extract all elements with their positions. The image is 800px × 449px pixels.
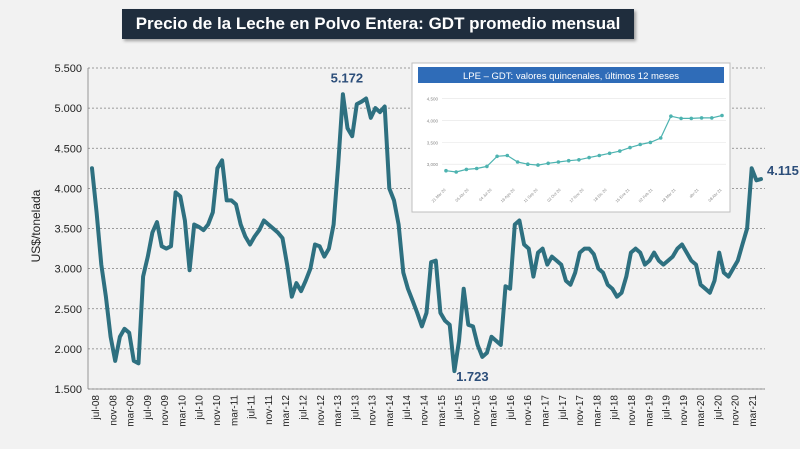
inset-point	[505, 153, 510, 158]
y-tick-label: 4.500	[54, 143, 82, 155]
x-tick-label: nov-11	[264, 395, 275, 425]
y-tick-label: 3.000	[54, 264, 82, 276]
x-tick-label: nov-10	[212, 395, 223, 426]
x-tick-label: jul-14	[402, 395, 413, 421]
x-tick-label: nov-20	[731, 395, 742, 426]
inset-point	[587, 155, 591, 160]
x-tick-label: nov-08	[108, 395, 119, 426]
x-tick-label: mar-20	[696, 395, 707, 427]
inset-series-line	[445, 114, 723, 173]
x-tick-label: nov-12	[316, 395, 327, 426]
inset-point	[495, 154, 499, 159]
x-tick-label: nov-15	[471, 395, 482, 426]
inset-point	[485, 164, 489, 169]
inset-point	[669, 114, 673, 118]
inset-point	[566, 158, 571, 163]
inset-point	[628, 145, 632, 150]
inset-point	[556, 160, 561, 164]
annotation-min-value: 1.723	[456, 369, 489, 384]
x-tick-label: jul-15	[454, 395, 465, 421]
inset-point	[536, 163, 540, 167]
x-tick-label: nov-09	[160, 395, 171, 426]
y-tick-label: 5.000	[54, 103, 82, 115]
x-tick-label: mar-09	[126, 395, 137, 427]
x-tick-label: mar-15	[437, 395, 448, 427]
inset-title-bar	[418, 67, 724, 83]
inset-point	[699, 116, 704, 120]
inset-point	[689, 116, 694, 121]
y-axis-label: US$/tonelada	[29, 189, 43, 262]
y-tick-label: 4.000	[54, 183, 82, 195]
inset-y-tick-label: 4,000	[427, 119, 439, 124]
inset-point	[444, 168, 448, 173]
x-tick-label: nov-18	[627, 395, 638, 426]
x-tick-label: nov-17	[575, 395, 586, 426]
inset-title: LPE – GDT: valores quincenales, últimos …	[463, 71, 679, 82]
x-tick-label: jul-08	[91, 395, 102, 421]
y-tick-label: 1.500	[54, 384, 82, 396]
inset-point	[474, 166, 479, 171]
inset-point	[526, 162, 530, 166]
x-tick-label: jul-17	[558, 395, 569, 421]
inset-chart: LPE – GDT: valores quincenales, últimos …	[411, 62, 731, 213]
x-tick-label: jul-18	[610, 395, 621, 421]
x-tick-label: mar-14	[385, 395, 396, 427]
x-tick-label: nov-16	[523, 395, 534, 426]
inset-y-tick-label: 3,500	[427, 140, 439, 145]
x-tick-label: mar-19	[644, 395, 655, 427]
x-tick-label: mar-21	[748, 395, 759, 427]
x-tick-label: jul-19	[662, 395, 673, 421]
inset-point	[638, 142, 642, 147]
inset-point	[618, 149, 622, 153]
inset-point	[720, 113, 724, 118]
y-tick-label: 2.000	[54, 344, 82, 356]
inset-point	[648, 140, 653, 145]
inset-point	[597, 153, 602, 158]
x-tick-label: jul-20	[713, 395, 724, 421]
y-tick-label: 2.500	[54, 304, 82, 316]
inset-point	[464, 167, 469, 172]
x-tick-label: jul-09	[143, 395, 154, 421]
y-tick-label: 5.500	[54, 63, 82, 75]
inset-point	[546, 161, 550, 166]
x-tick-label: nov-14	[420, 395, 431, 426]
x-tick-label: mar-10	[177, 395, 188, 427]
inset-point	[607, 151, 612, 156]
inset-point	[658, 136, 663, 140]
x-tick-label: jul-16	[506, 395, 517, 421]
inset-point	[679, 116, 683, 121]
chart-title: Precio de la Leche en Polvo Entera: GDT …	[122, 9, 634, 39]
main-y-tick-labels: 1.500 2.000 2.500 3.000 3.500 4.000 4.500 5.000…	[54, 63, 82, 396]
x-tick-label: mar-11	[229, 395, 240, 426]
main-x-tick-labels: jul-08 nov-08 mar-09 jul-09 nov-09 mar-10 jul-…	[91, 395, 759, 427]
inset-y-tick-label: 3,000	[427, 162, 439, 167]
x-tick-label: nov-19	[679, 395, 690, 426]
inset-series	[444, 113, 724, 174]
annotation-max-value: 5.172	[331, 70, 364, 85]
x-tick-label: jul-12	[298, 395, 309, 421]
inset-point	[515, 160, 520, 164]
annotation-last-value: 4.115	[767, 163, 799, 178]
x-tick-label: mar-17	[541, 395, 552, 427]
x-tick-label: mar-12	[281, 395, 292, 427]
x-tick-label: nov-13	[368, 395, 379, 426]
inset-y-tick-label: 4,500	[427, 97, 439, 102]
x-tick-label: mar-18	[592, 395, 603, 427]
inset-y-tick-labels: 3,000 3,500 4,000 4,500	[427, 97, 439, 167]
inset-point	[710, 116, 714, 120]
inset-point	[577, 158, 581, 162]
series-line	[90, 92, 763, 374]
x-tick-label: jul-10	[195, 395, 206, 421]
x-tick-label: jul-13	[350, 395, 361, 421]
x-tick-label: mar-13	[333, 395, 344, 427]
inset-background	[411, 62, 731, 213]
inset-point	[454, 170, 459, 174]
y-tick-label: 3.500	[54, 224, 82, 236]
main-series	[90, 92, 763, 374]
x-tick-label: jul-11	[247, 395, 258, 420]
x-tick-label: mar-16	[489, 395, 500, 427]
